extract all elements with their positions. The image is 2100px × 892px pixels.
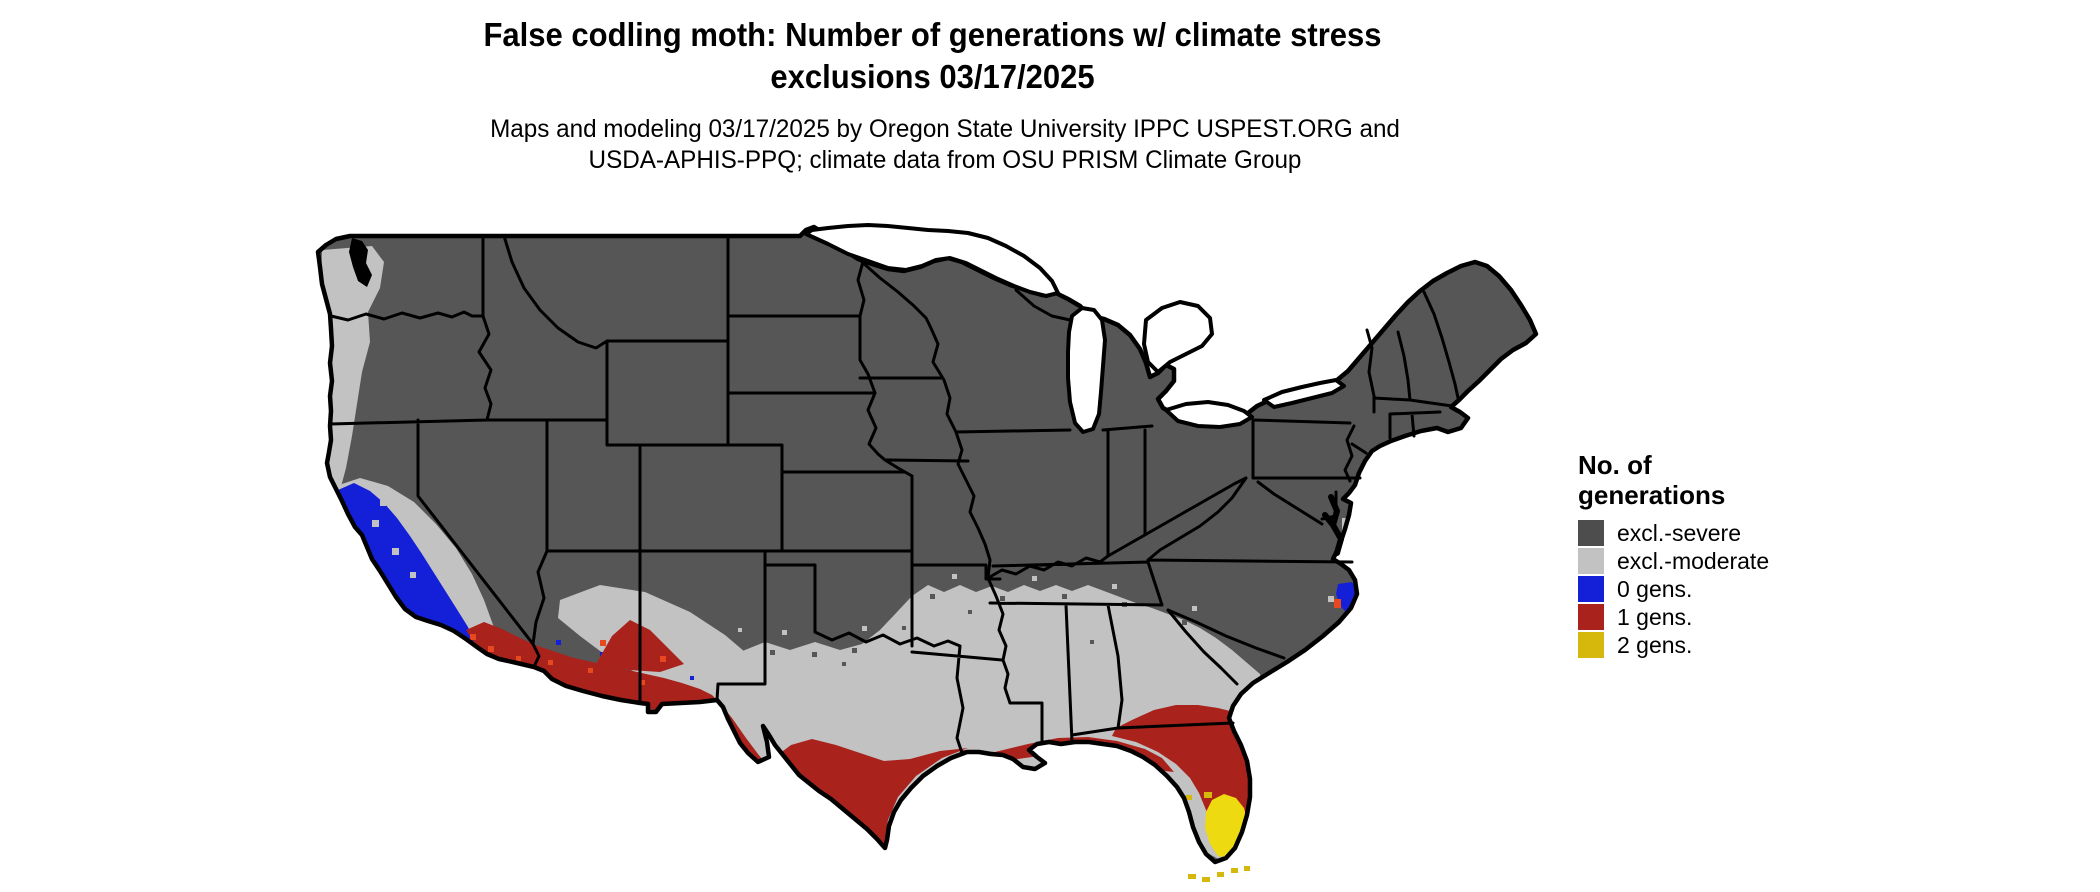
legend-item-1-gens: 1 gens.: [1578, 604, 1808, 630]
legend-item-2-gens: 2 gens.: [1578, 632, 1808, 658]
zone-accent-outer-banks: [1334, 599, 1341, 608]
legend-swatch-1-gens: [1578, 604, 1604, 630]
legend-label-0-gens: 0 gens.: [1617, 575, 1693, 602]
legend-label-1-gens: 1 gens.: [1617, 603, 1693, 630]
lake-michigan: [1066, 306, 1107, 434]
legend-swatch-0-gens: [1578, 576, 1604, 602]
lake-superior: [804, 223, 1060, 298]
figure-subtitle-line2: USDA-APHIS-PPQ; climate data from OSU PR…: [588, 146, 1302, 174]
map-legend: No. of generations excl.-severe excl.-mo…: [1578, 450, 1808, 660]
legend-label-excl-severe: excl.-severe: [1617, 519, 1741, 546]
figure-subtitle: Maps and modeling 03/17/2025 by Oregon S…: [28, 114, 1861, 176]
legend-swatch-excl-severe: [1578, 520, 1604, 546]
state-borders: [328, 234, 1460, 755]
legend-label-excl-moderate: excl.-moderate: [1617, 547, 1770, 574]
chesapeake-bay: [1322, 494, 1344, 556]
legend-title-line2: generations: [1578, 480, 1726, 510]
legend-label-2-gens: 2 gens.: [1617, 631, 1693, 658]
legend-item-0-gens: 0 gens.: [1578, 576, 1808, 602]
puget-sound: [349, 238, 372, 287]
zone-red-socal-arizona: [466, 622, 717, 710]
zone-yellow-gold-edge: [1186, 792, 1212, 800]
zone-red-south-texas: [779, 739, 968, 846]
zone-moderate-pacific-northwest: [321, 246, 384, 504]
lake-ontario: [1262, 378, 1346, 409]
legend-rows: excl.-severe excl.-moderate 0 gens. 1 ge…: [1578, 520, 1808, 658]
legend-title-line1: No. of: [1578, 450, 1652, 480]
figure-title-line1: False codling moth: Number of generation…: [483, 16, 1382, 53]
figure-subtitle-line1: Maps and modeling 03/17/2025 by Oregon S…: [490, 115, 1400, 143]
zone-blue-texture: [372, 500, 416, 578]
florida-keys: [1188, 866, 1250, 882]
legend-swatch-2-gens: [1578, 632, 1604, 658]
lake-huron: [1142, 300, 1214, 374]
zone-red-accents: [470, 599, 1341, 685]
figure-title-line2: exclusions 03/17/2025: [770, 58, 1095, 95]
legend-title: No. of generations: [1578, 450, 1808, 510]
great-lakes: [804, 223, 1346, 434]
lake-erie: [1164, 400, 1254, 429]
legend-item-excl-severe: excl.-severe: [1578, 520, 1808, 546]
figure-title: False codling moth: Number of generation…: [56, 14, 1809, 98]
legend-item-excl-moderate: excl.-moderate: [1578, 548, 1808, 574]
legend-swatch-excl-moderate: [1578, 548, 1604, 574]
